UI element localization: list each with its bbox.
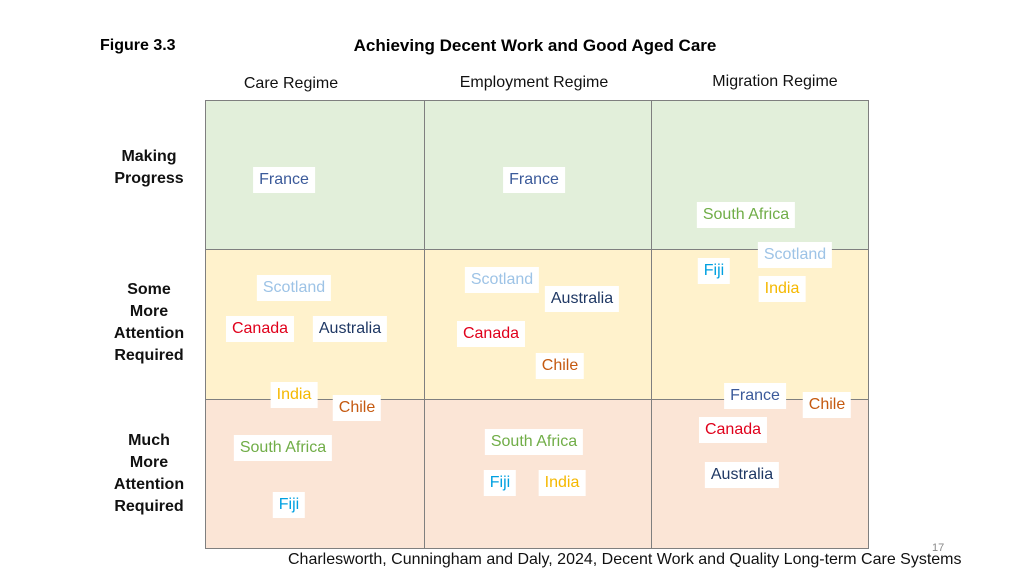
row-header: Much More Attention Required (114, 430, 184, 518)
row-header-line: More (129, 454, 169, 471)
grid-cell (205, 100, 425, 250)
column-header: Care Regime (243, 75, 339, 92)
country-label: Australia (312, 316, 388, 342)
country-label: South Africa (484, 429, 584, 455)
country-label: Fiji (272, 492, 306, 518)
country-label: Chile (802, 392, 852, 418)
row-header-line: Attention (113, 325, 185, 342)
country-label: Scotland (757, 242, 833, 268)
row-header: Making Progress (114, 146, 183, 190)
row-header-line: Making (121, 148, 177, 165)
country-label: France (503, 167, 565, 193)
country-label: Australia (544, 286, 620, 312)
country-label: India (538, 470, 586, 496)
row-header-line: Attention (113, 476, 185, 493)
country-label: Fiji (483, 470, 517, 496)
citation: Charlesworth, Cunningham and Daly, 2024,… (288, 551, 962, 568)
title: Achieving Decent Work and Good Aged Care (353, 36, 717, 55)
row-header: Some More Attention Required (114, 279, 184, 367)
row-header-line: Required (114, 498, 184, 515)
grid-cell (205, 399, 425, 549)
page-number: 17 (932, 542, 945, 554)
country-label: South Africa (233, 435, 333, 461)
country-label: Scotland (256, 275, 332, 301)
country-label: Canada (225, 316, 295, 342)
figure-label: Figure 3.3 (100, 37, 176, 54)
row-header-line: Progress (114, 170, 184, 187)
column-header: Migration Regime (712, 73, 838, 90)
country-label: Fiji (697, 258, 731, 284)
country-label: Australia (704, 462, 780, 488)
column-header: Employment Regime (459, 74, 609, 91)
country-label: South Africa (696, 202, 796, 228)
country-label: France (253, 167, 315, 193)
row-header-line: Some (127, 281, 171, 298)
grid-cell (651, 249, 869, 400)
country-label: Chile (332, 395, 382, 421)
row-header-line: More (129, 303, 169, 320)
country-label: Canada (698, 417, 768, 443)
country-label: Canada (456, 321, 526, 347)
country-label: France (724, 383, 786, 409)
country-label: Chile (535, 353, 585, 379)
row-header-line: Much (128, 432, 170, 449)
grid-cell (424, 399, 652, 549)
country-label: India (758, 276, 806, 302)
country-label: India (270, 382, 318, 408)
row-header-line: Required (114, 347, 184, 364)
country-label: Scotland (464, 267, 540, 293)
